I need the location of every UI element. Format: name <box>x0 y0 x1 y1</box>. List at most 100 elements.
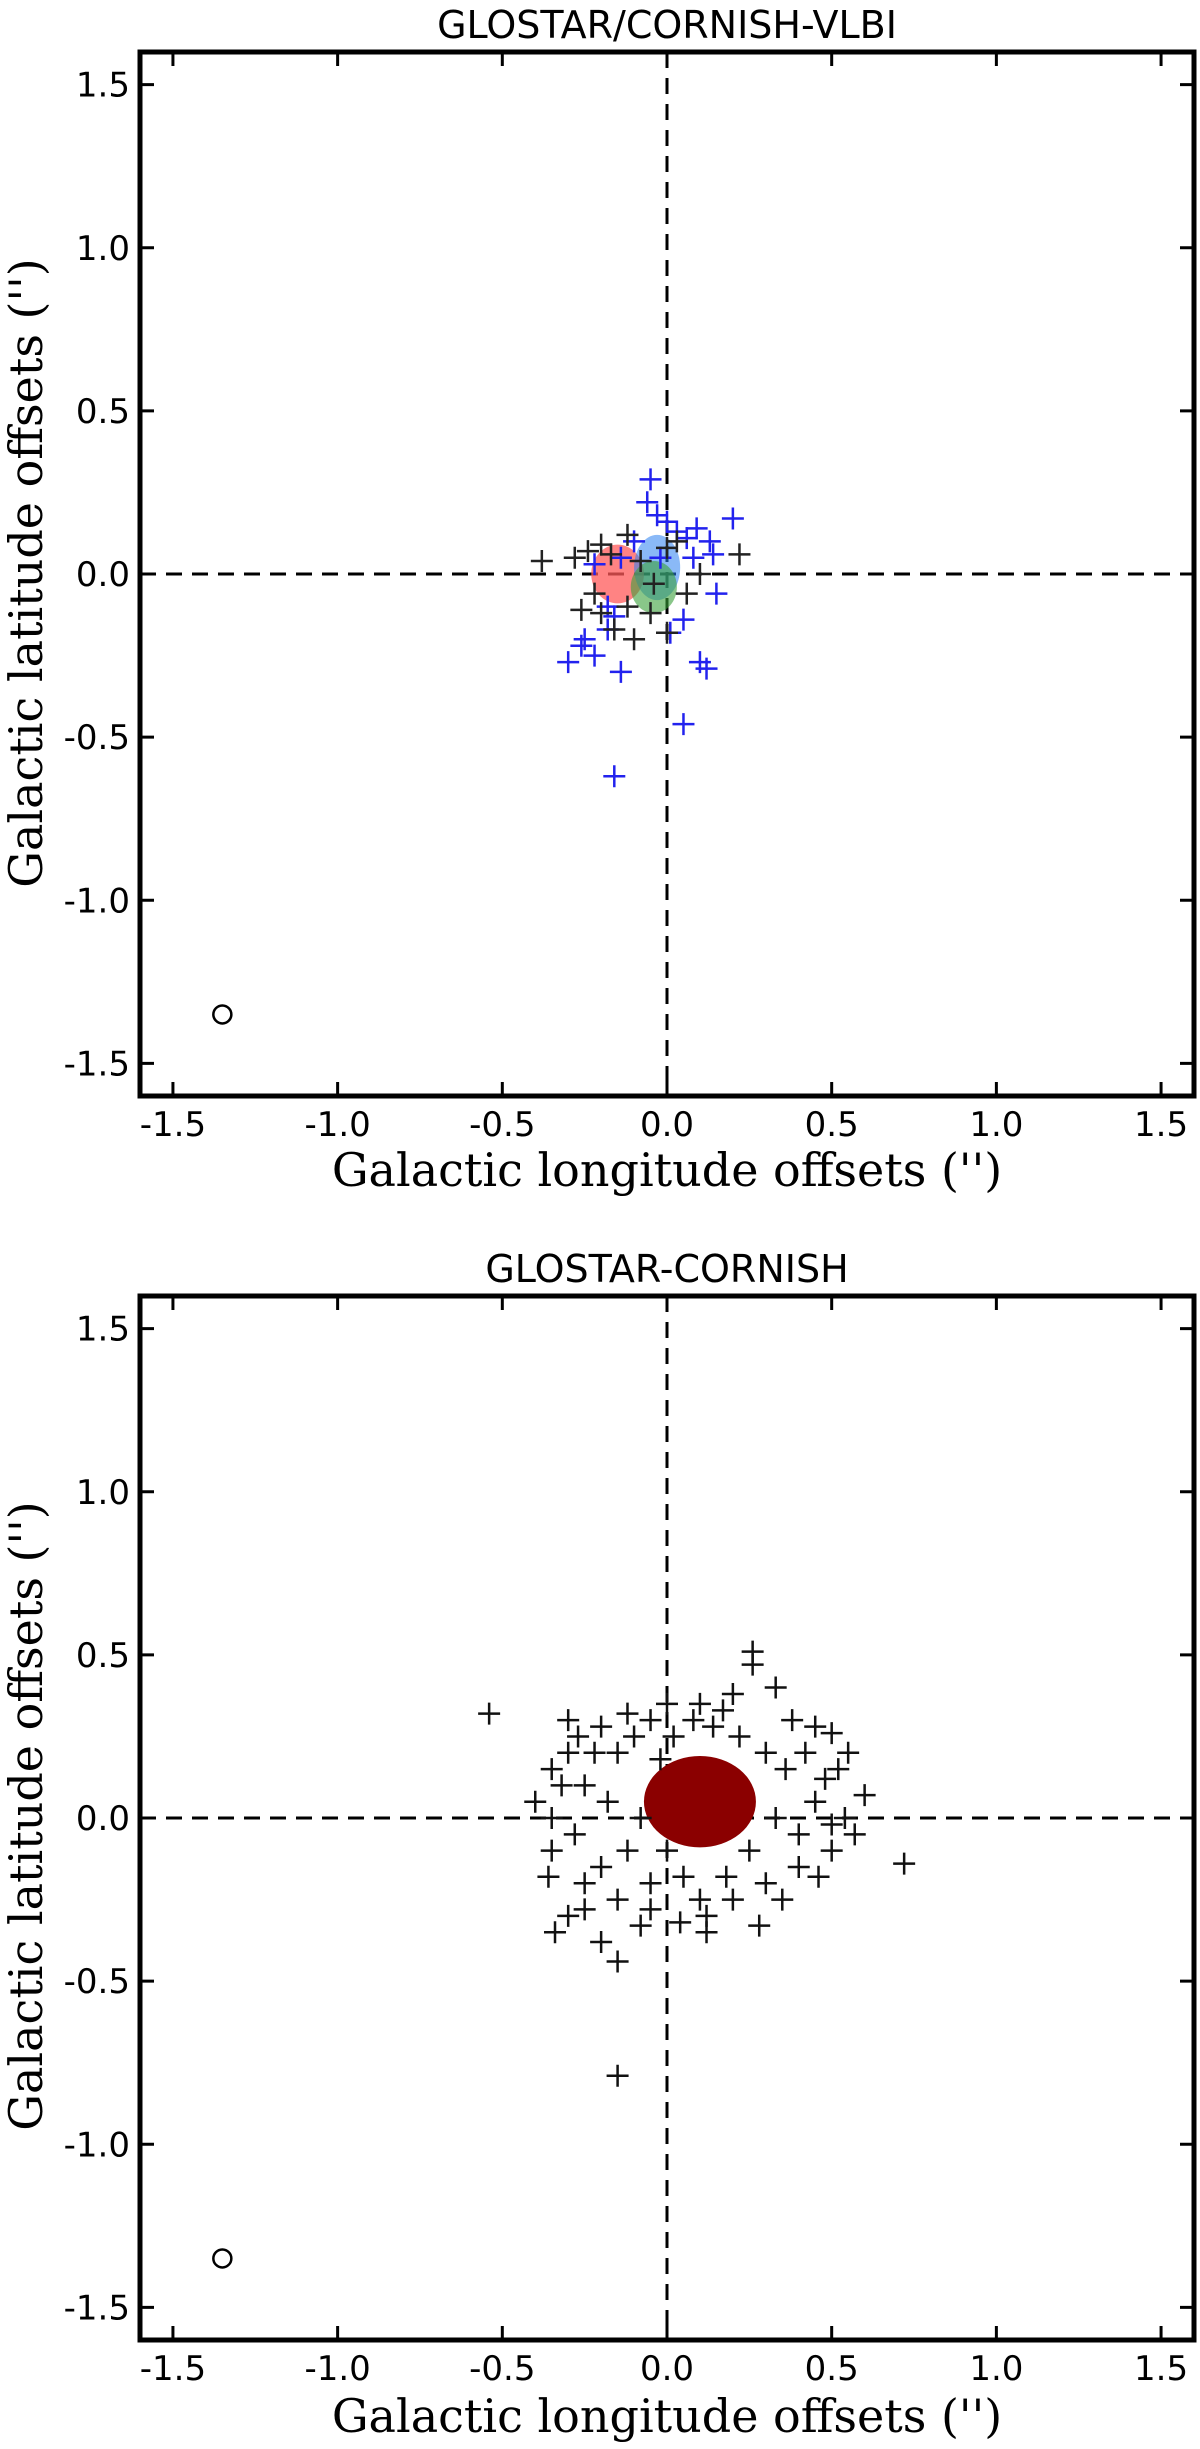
top-panel-xtick-label-2: -0.5 <box>469 1105 535 1145</box>
bottom-panel-ytick-label-4: 0.5 <box>76 1636 130 1676</box>
bottom-panel-series-0-point-74 <box>629 1914 652 1937</box>
top-panel-ytick-label-6: 1.5 <box>76 66 130 106</box>
bottom-panel-series-0-point-47 <box>672 1865 695 1888</box>
top-panel-series-0-point-18 <box>583 644 606 667</box>
top-panel-ytick-label-3: 0.0 <box>76 555 130 595</box>
bottom-panel-series-0-point-17 <box>754 1872 777 1895</box>
bottom-panel-xtick-label-3: 0.0 <box>640 2349 694 2389</box>
top-panel-series-0-point-6 <box>698 530 721 553</box>
bottom-panel-series-0-point-27 <box>606 1950 629 1973</box>
bottom-panel-xtick-label-0: -1.5 <box>140 2349 206 2389</box>
bottom-panel-series-0-point-26 <box>590 1930 613 1953</box>
bottom-panel-series-0-point-16 <box>787 1855 810 1878</box>
top-panel-series-0-point-25 <box>672 608 695 631</box>
top-panel-series-1-point-3 <box>590 533 613 556</box>
bottom-panel-xtick-label-2: -0.5 <box>469 2349 535 2389</box>
bottom-panel-xtick-label-1: -1.0 <box>304 2349 370 2389</box>
bottom-panel-series-0-point-51 <box>715 1865 738 1888</box>
bottom-panel-series-0-point-50 <box>702 1715 725 1738</box>
top-panel-xtick-label-0: -1.5 <box>140 1105 206 1145</box>
bottom-panel-series-0-point-28 <box>606 2064 629 2087</box>
bottom-panel-series-0-point-15 <box>820 1839 843 1862</box>
top-panel-series-0-point-17 <box>570 634 593 657</box>
top-panel-xtick-label-1: -1.0 <box>304 1105 370 1145</box>
bottom-panel-ytick-label-1: -1.0 <box>64 2125 130 2165</box>
bottom-panel-series-0-point-55 <box>764 1807 787 1829</box>
top-panel-frame <box>137 49 1197 1099</box>
top-panel-series-1-point-12 <box>656 621 678 644</box>
top-panel-series-1-point-20 <box>642 572 665 595</box>
bottom-panel-xtick-label-4: 0.5 <box>805 2349 859 2389</box>
bottom-panel-series-0-point-72 <box>807 1865 830 1888</box>
top-panel-series-0-point-22 <box>695 657 718 680</box>
bottom-panel-series-0-point-54 <box>754 1741 777 1764</box>
top-panel-series-0-point-29 <box>583 553 606 576</box>
bottom-panel-series-0-point-68 <box>711 1699 734 1722</box>
bottom-panel-series-0-point-21 <box>669 1911 692 1934</box>
bottom-panel-series-0-point-66 <box>616 1702 639 1725</box>
bottom-panel-ytick-label-2: -0.5 <box>64 1962 130 2002</box>
bottom-panel-series-0-point-67 <box>656 1692 678 1715</box>
top-panel-series-0-point-3 <box>656 510 678 533</box>
bottom-panel-series-0-point-39 <box>606 1741 629 1764</box>
bottom-panel-series-0-point-40 <box>616 1839 639 1862</box>
bottom-panel-series-0-point-9 <box>804 1715 827 1738</box>
top-panel-ellipse-0 <box>591 544 644 604</box>
top-panel-series-0-point-19 <box>557 651 580 674</box>
bottom-panel-ytick-label-0: -1.5 <box>64 2288 130 2328</box>
top-panel-series-0-point-0 <box>639 468 662 491</box>
top-panel-series-1-point-9 <box>623 628 646 651</box>
top-panel-series-0-point-28 <box>682 546 705 569</box>
bottom-panel-series-0-point-2 <box>741 1653 764 1676</box>
bottom-panel-series-0-point-38 <box>596 1790 619 1813</box>
bottom-panel-series-0-point-7 <box>590 1715 613 1738</box>
bottom-panel-series-0-point-57 <box>787 1823 810 1846</box>
top-panel-ytick-label-1: -1.0 <box>64 881 130 921</box>
top-panel-title: GLOSTAR/CORNISH-VLBI <box>437 3 897 47</box>
top-panel-series-0-point-24 <box>603 765 626 788</box>
bottom-panel-series-0-point-69 <box>781 1709 804 1732</box>
top-panel-xtick-label-3: 0.0 <box>640 1105 694 1145</box>
bottom-panel-series-0-point-32 <box>557 1741 580 1764</box>
bottom-panel-series-0-point-12 <box>853 1784 876 1807</box>
bottom-panel-frame <box>137 1293 1197 2343</box>
bottom-panel-xtick-label-6: 1.5 <box>1134 2349 1188 2389</box>
top-panel-ylabel: Galactic latitude offsets ('') <box>0 258 53 888</box>
top-panel-xtick-label-4: 0.5 <box>805 1105 859 1145</box>
top-panel-series-0-point-1 <box>636 491 659 514</box>
bottom-panel-series-0-point-6 <box>557 1709 580 1732</box>
bottom-panel-series-0-point-35 <box>573 1872 596 1895</box>
top-panel-xtick-label-5: 1.0 <box>969 1105 1023 1145</box>
top-panel-ytick-label-5: 1.0 <box>76 229 130 269</box>
top-panel-series-1-point-16 <box>688 563 711 585</box>
bottom-panel-series-0-point-46 <box>662 1725 685 1748</box>
top-panel-series-0-point-23 <box>672 713 695 736</box>
bottom-panel-series-0-point-60 <box>814 1767 837 1790</box>
bottom-panel-xlabel: Galactic longitude offsets ('') <box>332 2389 1002 2443</box>
top-panel-series-1-point-7 <box>583 582 606 605</box>
top-panel-series-1-point-11 <box>639 602 662 625</box>
bottom-panel-ytick-label-3: 0.0 <box>76 1799 130 1839</box>
bottom-panel-series-0-point-14 <box>843 1823 866 1846</box>
bottom-panel-series-0-point-8 <box>639 1709 662 1732</box>
bottom-panel-ellipse-0 <box>643 1756 756 1848</box>
bottom-panel-series-0-point-52 <box>728 1725 751 1748</box>
top-panel-series-1-point-14 <box>665 530 688 553</box>
top-panel-series-1-point-19 <box>616 523 639 546</box>
bottom-panel-series-0-point-65 <box>567 1725 590 1748</box>
top-panel-xtick-label-6: 1.5 <box>1134 1105 1188 1145</box>
bottom-panel-series-0-point-59 <box>804 1790 827 1813</box>
bottom-panel-series-0-point-22 <box>639 1898 662 1921</box>
top-panel-ytick-label-2: -0.5 <box>64 718 130 758</box>
top-panel-series-1-point-1 <box>563 546 586 569</box>
top-panel-series-1-point-15 <box>675 582 698 605</box>
top-panel-series-0-point-10 <box>705 582 728 605</box>
bottom-panel-series-0-point-61 <box>820 1813 843 1836</box>
bottom-panel-series-0-point-64 <box>550 1774 573 1797</box>
bottom-panel-ytick-label-5: 1.0 <box>76 1473 130 1513</box>
bottom-panel-ytick-label-6: 1.5 <box>76 1310 130 1350</box>
bottom-panel-series-0-point-30 <box>540 1807 563 1829</box>
bottom-panel-series-0-point-42 <box>629 1807 652 1829</box>
bottom-panel-series-0-point-29 <box>540 1758 563 1781</box>
